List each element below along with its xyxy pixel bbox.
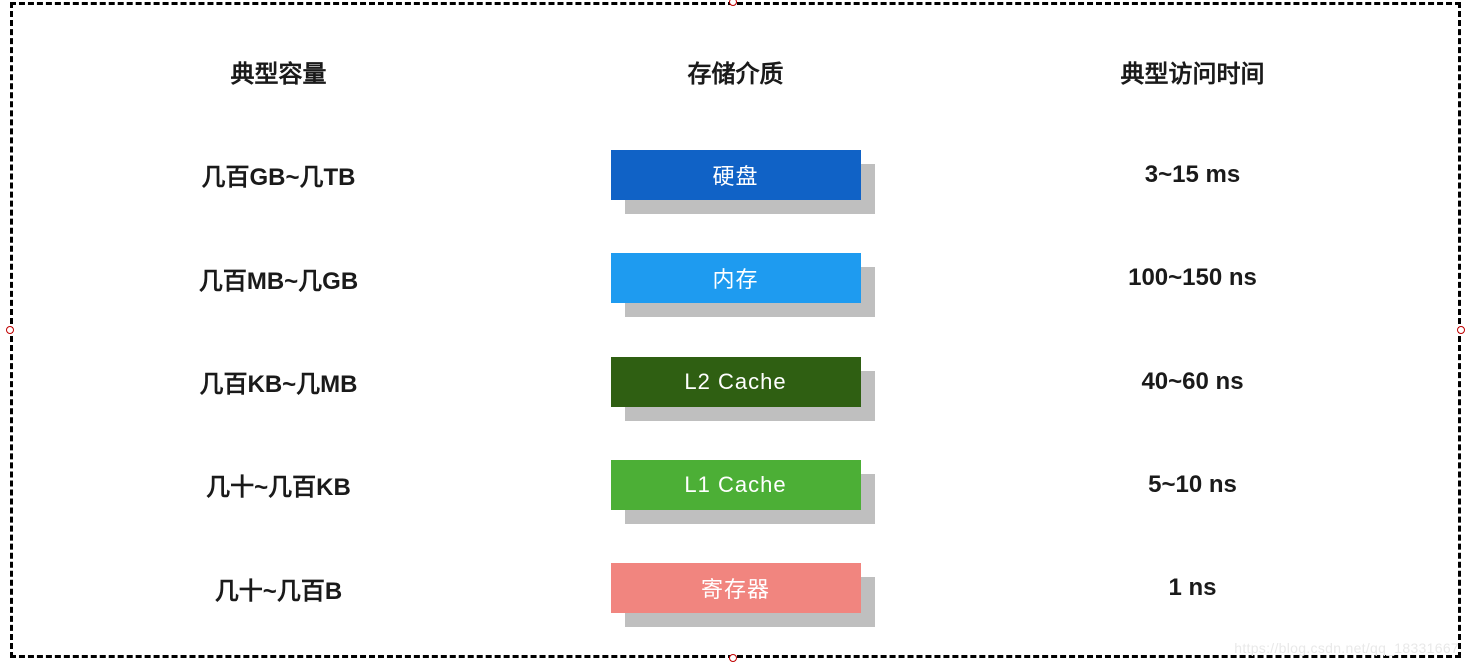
chip-label: L1 Cache xyxy=(611,460,861,510)
medium-chip-register: 寄存器 xyxy=(611,563,861,613)
table-row: 几百GB~几TB 硬盘 3~15 ms xyxy=(50,123,1421,226)
medium-chip-disk: 硬盘 xyxy=(611,150,861,200)
medium-cell: 内存 xyxy=(507,253,964,303)
header-medium: 存储介质 xyxy=(507,54,964,89)
header-capacity: 典型容量 xyxy=(50,54,507,89)
medium-chip-ram: 内存 xyxy=(611,253,861,303)
time-cell: 1 ns xyxy=(964,574,1421,602)
table-row: 几十~几百KB L1 Cache 5~10 ns xyxy=(50,433,1421,536)
chip-label: 硬盘 xyxy=(611,150,861,200)
storage-hierarchy-table: 典型容量 存储介质 典型访问时间 几百GB~几TB 硬盘 3~15 ms 几百M… xyxy=(10,2,1461,658)
capacity-cell: 几十~几百B xyxy=(50,571,507,606)
time-cell: 100~150 ns xyxy=(964,264,1421,292)
table-row: 几十~几百B 寄存器 1 ns xyxy=(50,537,1421,640)
table-row: 几百KB~几MB L2 Cache 40~60 ns xyxy=(50,330,1421,433)
time-cell: 40~60 ns xyxy=(964,368,1421,396)
header-row: 典型容量 存储介质 典型访问时间 xyxy=(50,20,1421,123)
capacity-cell: 几百KB~几MB xyxy=(50,364,507,399)
capacity-cell: 几百GB~几TB xyxy=(50,157,507,192)
medium-chip-l2: L2 Cache xyxy=(611,357,861,407)
capacity-cell: 几十~几百KB xyxy=(50,467,507,502)
medium-chip-l1: L1 Cache xyxy=(611,460,861,510)
header-time: 典型访问时间 xyxy=(964,54,1421,89)
chip-label: 内存 xyxy=(611,253,861,303)
medium-cell: 硬盘 xyxy=(507,150,964,200)
chip-label: L2 Cache xyxy=(611,357,861,407)
capacity-cell: 几百MB~几GB xyxy=(50,261,507,296)
medium-cell: 寄存器 xyxy=(507,563,964,613)
chip-label: 寄存器 xyxy=(611,563,861,613)
time-cell: 5~10 ns xyxy=(964,471,1421,499)
table-row: 几百MB~几GB 内存 100~150 ns xyxy=(50,227,1421,330)
time-cell: 3~15 ms xyxy=(964,161,1421,189)
watermark-text: https://blog.csdn.net/qq_18331667 xyxy=(1234,640,1459,656)
medium-cell: L1 Cache xyxy=(507,460,964,510)
medium-cell: L2 Cache xyxy=(507,357,964,407)
